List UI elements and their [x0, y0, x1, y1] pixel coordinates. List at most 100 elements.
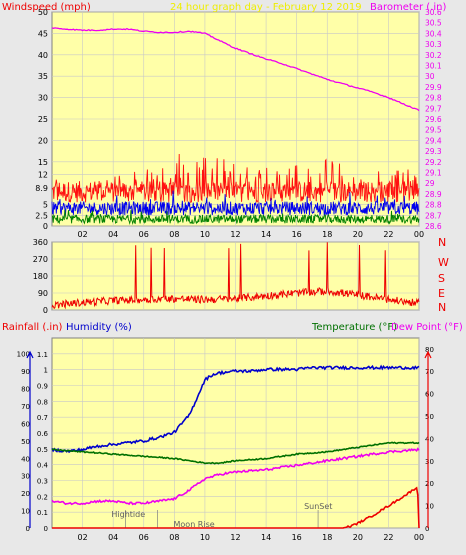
barometer-tick-label: 29.5: [425, 126, 442, 135]
graph-title: 24 hour graph day - February 12 2019: [170, 2, 362, 13]
humidity-tick-label: 60: [21, 420, 30, 428]
temperature-axis-label: Temperature (°F): [311, 322, 397, 333]
humidity-axis-label: Humidity (%): [66, 322, 132, 333]
bot-x-tick-label: 22: [383, 533, 393, 542]
direction-tick-label: 360: [33, 238, 48, 247]
top-x-tick-label: 20: [353, 230, 363, 239]
windspeed-tick-label: 30: [38, 94, 48, 103]
compass-label-w: W: [438, 256, 449, 269]
dewpoint-line: [51, 447, 420, 506]
wind-direction-axes: 0 90 180 270 360: [33, 238, 48, 315]
top-x-tick-label: 10: [200, 230, 210, 239]
humidity-tick-label: 100: [17, 351, 30, 359]
moonrise-label: Moon Rise: [174, 520, 215, 529]
windspeed-tick-label: 15: [38, 158, 48, 167]
temperature-tick-label: 60: [425, 391, 434, 399]
windspeed-tick-label: 20: [38, 136, 48, 145]
direction-tick-label: 0: [43, 306, 48, 315]
barometer-line: [51, 27, 420, 112]
barometer-tick-label: 29.1: [425, 169, 442, 178]
rainfall-tick-label: 0.7: [37, 414, 48, 422]
bot-x-tick-label: 16: [292, 533, 302, 542]
direction-tick-label: 180: [33, 272, 48, 281]
sunset-label: SunSet: [304, 502, 332, 511]
barometer-tick-label: 29.6: [425, 115, 442, 124]
humidity-tick-label: 50: [21, 438, 30, 446]
barometer-tick-label: 30: [425, 72, 435, 81]
rainfall-tick-label: 0.5: [37, 446, 48, 454]
temperature-tick-label: 10: [425, 503, 434, 511]
windspeed-tick-label: 50: [38, 8, 48, 17]
windspeed-tick-label: 45: [38, 29, 48, 38]
bot-x-tick-label: 20: [353, 533, 363, 542]
windspeed-tick-label: 40: [38, 51, 48, 60]
wind-direction-series: [51, 242, 420, 310]
barometer-tick-label: 29.9: [425, 83, 442, 92]
top-x-tick-label: 02: [77, 230, 87, 239]
windspeed-tick-label: 25: [38, 115, 48, 124]
barometer-tick-label: 30.3: [425, 40, 442, 49]
wind-baro-series: [51, 27, 420, 226]
windspeed-tick-label: 8.9: [35, 184, 48, 193]
windspeed-tick-label: 35: [38, 72, 48, 81]
humidity-tick-label: 80: [21, 386, 30, 394]
humidity-tick-label: 30: [21, 473, 30, 481]
temp-humidity-series: [51, 364, 420, 529]
barometer-tick-label: 28.8: [425, 201, 442, 210]
temperature-axis-arrow: [424, 350, 432, 528]
top-x-tick-label: 00: [414, 230, 424, 239]
humidity-tick-label: 90: [21, 368, 30, 376]
hightide-label: Hightide: [111, 510, 145, 519]
rainfall-tick-label: 0.2: [37, 493, 48, 501]
barometer-tick-label: 29.3: [425, 147, 442, 156]
top-x-tick-label: 14: [261, 230, 271, 239]
temperature-line: [51, 441, 420, 465]
rainfall-tick-label: 0.4: [37, 462, 49, 470]
barometer-tick-label: 30.1: [425, 62, 442, 71]
barometer-tick-label: 30.4: [425, 29, 442, 38]
humidity-tick-label: 70: [21, 403, 30, 411]
barometer-tick-label: 29.4: [425, 136, 442, 145]
windspeed-tick-label: 12: [38, 171, 48, 180]
bot-x-tick-label: 10: [200, 533, 210, 542]
astronomy-events: Hightide Moon Rise SunSet: [111, 502, 332, 529]
barometer-tick-label: 29: [425, 179, 435, 188]
compass-label-n: N: [438, 301, 446, 314]
barometer-tick-label: 29.8: [425, 94, 442, 103]
rainfall-tick-label: 0.9: [37, 383, 48, 391]
top-x-tick-label: 16: [292, 230, 302, 239]
top-x-tick-label: 08: [169, 230, 179, 239]
bot-x-tick-label: 08: [169, 533, 179, 542]
windspeed-tick-label: 2.5: [35, 211, 48, 220]
rainfall-tick-label: 1: [44, 367, 48, 375]
top-x-tick-label: 12: [230, 230, 240, 239]
barometer-tick-label: 29.2: [425, 158, 442, 167]
temperature-tick-label: 70: [425, 368, 434, 376]
top-x-tick-label: 18: [322, 230, 332, 239]
barometer-tick-label: 28.7: [425, 211, 442, 220]
wind-gust-line: [51, 153, 420, 204]
bot-x-tick-label: 14: [261, 533, 271, 542]
rainfall-tick-label: 0.6: [37, 430, 49, 438]
humidity-tick-label: 20: [21, 490, 30, 498]
barometer-tick-label: 30.6: [425, 8, 442, 17]
direction-tick-label: 270: [33, 255, 48, 264]
rainfall-tick-label: 1.1: [37, 351, 48, 359]
barometer-tick-label: 28.6: [425, 222, 442, 231]
bot-x-tick-label: 06: [139, 533, 149, 542]
temperature-tick-label: 30: [425, 458, 434, 466]
direction-tick-label: 90: [38, 289, 48, 298]
humidity-tick-label: 40: [21, 455, 30, 463]
bot-x-tick-label: 00: [414, 533, 424, 542]
bot-x-tick-label: 12: [230, 533, 240, 542]
rainfall-axis-label: Rainfall (.in): [2, 322, 63, 333]
compass-label-s: S: [438, 272, 445, 285]
compass-label-e: E: [438, 287, 445, 300]
humidity-line: [51, 364, 420, 454]
rainfall-tick-label: 0.8: [37, 398, 48, 406]
top-x-tick-label: 04: [108, 230, 118, 239]
windspeed-tick-label: 0: [43, 222, 48, 231]
